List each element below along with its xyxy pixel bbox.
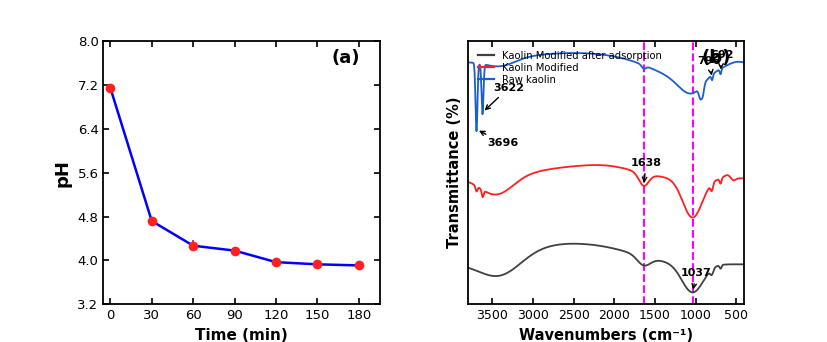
Kaolin Modified [463, 180, 473, 184]
Kaolin Modified after adsorption [739, 262, 749, 266]
Legend: Kaolin Modified after adsorption, Kaolin Modified, Raw kaolin: Kaolin Modified after adsorption, Kaolin… [476, 49, 664, 87]
Kaolin Modified [606, 164, 616, 168]
Text: (a): (a) [332, 49, 361, 67]
Kaolin Modified after adsorption [463, 266, 473, 270]
Text: 1037: 1037 [681, 268, 712, 288]
Raw kaolin [471, 129, 481, 133]
Line: Kaolin Modified: Kaolin Modified [468, 165, 744, 218]
Text: 3622: 3622 [485, 83, 524, 109]
Raw kaolin [710, 71, 719, 75]
Kaolin Modified after adsorption [722, 262, 732, 266]
Kaolin Modified [710, 181, 719, 185]
Raw kaolin [606, 54, 616, 58]
Kaolin Modified [722, 173, 732, 177]
Kaolin Modified after adsorption [606, 246, 616, 250]
Kaolin Modified [687, 215, 697, 220]
Kaolin Modified after adsorption [569, 242, 579, 246]
Kaolin Modified [652, 174, 662, 178]
Text: (b): (b) [701, 49, 730, 67]
Raw kaolin [722, 63, 732, 67]
Text: 796: 796 [698, 56, 721, 74]
Kaolin Modified after adsorption [688, 290, 698, 294]
Line: Raw kaolin: Raw kaolin [468, 53, 744, 131]
Kaolin Modified [692, 212, 702, 216]
Kaolin Modified after adsorption [692, 288, 702, 292]
Kaolin Modified after adsorption [627, 253, 637, 257]
Raw kaolin [568, 51, 578, 55]
Raw kaolin [627, 59, 637, 63]
Kaolin Modified [739, 176, 749, 181]
X-axis label: Wavenumbers (cm⁻¹): Wavenumbers (cm⁻¹) [519, 328, 693, 342]
Kaolin Modified [627, 169, 637, 173]
Line: Kaolin Modified after adsorption: Kaolin Modified after adsorption [468, 244, 744, 292]
X-axis label: Time (min): Time (min) [195, 328, 288, 342]
Text: 1638: 1638 [630, 158, 662, 182]
Kaolin Modified after adsorption [710, 267, 719, 271]
Raw kaolin [692, 89, 702, 93]
Y-axis label: pH: pH [54, 159, 72, 187]
Kaolin Modified after adsorption [652, 259, 662, 263]
Text: 3696: 3696 [480, 131, 519, 148]
Kaolin Modified [591, 163, 601, 167]
Raw kaolin [463, 61, 473, 65]
Y-axis label: Transmittance (%): Transmittance (%) [447, 97, 462, 248]
Text: 692: 692 [710, 50, 734, 68]
Raw kaolin [739, 61, 749, 65]
Raw kaolin [653, 69, 662, 73]
